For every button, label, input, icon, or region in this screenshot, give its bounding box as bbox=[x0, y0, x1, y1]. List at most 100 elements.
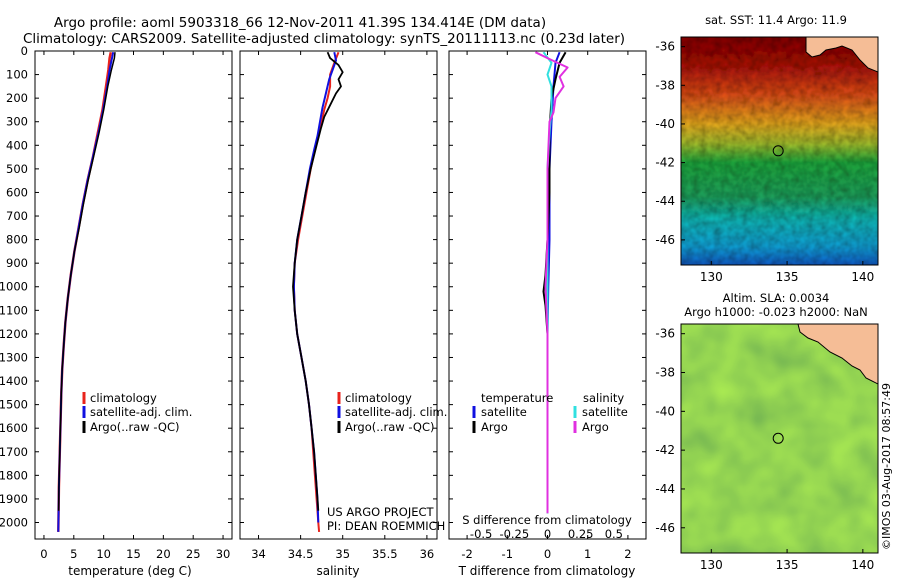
sla-map-title: Altim. SLA: 0.0034 bbox=[723, 291, 830, 305]
depth-tick-label: 300 bbox=[6, 115, 28, 129]
map-y-tick-label: -46 bbox=[655, 233, 675, 247]
sla-argo-location-marker bbox=[772, 432, 784, 444]
map-y-tick-label: -36 bbox=[655, 327, 675, 341]
map-x-tick-label: 130 bbox=[700, 558, 723, 572]
temperature-xlabel: temperature (deg C) bbox=[68, 564, 191, 578]
depth-tick-label: 700 bbox=[6, 209, 28, 223]
salinity-plot-frame bbox=[239, 50, 438, 540]
sst-land bbox=[805, 37, 878, 73]
depth-tick-label: 1500 bbox=[0, 398, 28, 412]
depth-tick-label: 1200 bbox=[0, 327, 28, 341]
legend-label-argo: Argo(..raw -QC) bbox=[345, 420, 435, 434]
s-diff-tick-label: 0 bbox=[544, 527, 551, 541]
difference-legend: temperature satellite Argo salinity sate… bbox=[472, 391, 628, 434]
depth-tick-label: 800 bbox=[6, 233, 28, 247]
map-y-tick-label: -42 bbox=[655, 156, 675, 170]
legend-label-t-satellite: satellite bbox=[481, 405, 527, 419]
legend-label-satellite: satellite-adj. clim. bbox=[345, 405, 447, 419]
salinity-xlabel: salinity bbox=[316, 564, 359, 578]
depth-tick-label: 900 bbox=[6, 256, 28, 270]
map-y-tick-label: -44 bbox=[655, 194, 675, 208]
sla-map-axes: 130 135 140 -36 -38 -40 -42 -44 -46 bbox=[655, 327, 874, 572]
map-x-tick-label: 130 bbox=[700, 270, 723, 284]
x-tick-label: 36 bbox=[420, 547, 435, 561]
temperature-legend: climatology satellite-adj. clim. Argo(..… bbox=[82, 391, 192, 434]
legend-label-s-satellite: satellite bbox=[582, 405, 628, 419]
figure-title-line1: Argo profile: aoml 5903318_66 12-Nov-201… bbox=[54, 15, 546, 31]
sst-field bbox=[681, 37, 878, 265]
depth-axis: 0 100 200 300 400 500 600 700 800 900 1000 1100 1200… bbox=[0, 44, 646, 529]
depth-tick-label: 500 bbox=[6, 162, 28, 176]
project-annotation-line1: US ARGO PROJECT bbox=[327, 505, 435, 519]
depth-tick-label: 600 bbox=[6, 185, 28, 199]
s-difference-tick-labels: -0.5 -0.25 0 0.25 0.5 bbox=[470, 527, 623, 541]
map-y-tick-label: -36 bbox=[655, 40, 675, 54]
temperature-x-axis: 0 5 10 15 20 25 30 bbox=[40, 51, 230, 561]
sla-land bbox=[797, 324, 878, 385]
x-tick-label: 2 bbox=[624, 547, 631, 561]
x-tick-label: 25 bbox=[186, 547, 201, 561]
salinity-legend: climatology satellite-adj. clim. Argo(..… bbox=[337, 391, 447, 434]
series-line-climatology bbox=[57, 51, 113, 532]
s-difference-label: S difference from climatology bbox=[462, 513, 632, 527]
x-tick-label: -2 bbox=[461, 547, 472, 561]
sst-map bbox=[681, 37, 878, 265]
series-line-satellite-adj-clim- bbox=[57, 52, 115, 532]
s-diff-tick-label: -0.25 bbox=[499, 527, 529, 541]
sla-map-subtitle: Argo h1000: -0.023 h2000: NaN bbox=[684, 305, 868, 319]
map-y-tick-label: -42 bbox=[655, 443, 675, 457]
x-tick-label: 0 bbox=[544, 547, 551, 561]
depth-tick-label: 200 bbox=[6, 91, 28, 105]
x-tick-label: 30 bbox=[216, 547, 231, 561]
map-x-tick-label: 135 bbox=[776, 558, 799, 572]
salinity-x-axis: 34 34.5 35 35.5 36 bbox=[251, 51, 434, 561]
x-tick-label: 35 bbox=[335, 547, 350, 561]
legend-label-climatology: climatology bbox=[345, 391, 412, 405]
x-tick-label: 34 bbox=[251, 547, 266, 561]
x-tick-label: 1 bbox=[584, 547, 591, 561]
map-y-tick-label: -44 bbox=[655, 482, 675, 496]
series-line-climatology bbox=[292, 51, 340, 532]
map-x-tick-label: 140 bbox=[851, 558, 874, 572]
legend-label-climatology: climatology bbox=[90, 391, 157, 405]
difference-series bbox=[534, 51, 569, 514]
legend-label-satellite: satellite-adj. clim. bbox=[90, 405, 192, 419]
depth-tick-label: 0 bbox=[21, 44, 28, 58]
sst-argo-location-marker bbox=[772, 145, 784, 157]
series-line-argo-raw-qc- bbox=[292, 51, 344, 511]
sst-map-axes: 130 135 140 -36 -38 -40 -42 -44 -46 bbox=[655, 40, 874, 284]
x-tick-label: 15 bbox=[126, 547, 141, 561]
map-y-tick-label: -38 bbox=[655, 366, 675, 380]
x-tick-label: 5 bbox=[70, 547, 77, 561]
map-y-tick-label: -40 bbox=[655, 117, 675, 131]
difference-xlabel: T difference from climatology bbox=[458, 564, 636, 578]
temperature-plot-frame bbox=[34, 50, 233, 540]
depth-tick-label: 1300 bbox=[0, 350, 28, 364]
legend-label-s-argo: Argo bbox=[582, 420, 609, 434]
temperature-series bbox=[57, 51, 116, 532]
depth-tick-label: 1700 bbox=[0, 445, 28, 459]
sla-map-frame bbox=[680, 323, 879, 554]
s-diff-tick-label: -0.5 bbox=[470, 527, 492, 541]
map-y-tick-label: -40 bbox=[655, 404, 675, 418]
legend-heading-temperature: temperature bbox=[481, 391, 553, 405]
depth-tick-label: 1600 bbox=[0, 421, 28, 435]
depth-tick-label: 400 bbox=[6, 138, 28, 152]
difference-x-axis: -2 -1 0 1 2 bbox=[461, 51, 632, 561]
s-diff-tick-label: 0.5 bbox=[605, 527, 623, 541]
depth-tick-label: 1900 bbox=[0, 492, 28, 506]
x-tick-label: 20 bbox=[156, 547, 171, 561]
project-annotation-line2: PI: DEAN ROEMMICH bbox=[327, 519, 445, 533]
depth-tick-label: 1000 bbox=[0, 280, 28, 294]
legend-heading-salinity: salinity bbox=[583, 391, 624, 405]
x-tick-label: 34.5 bbox=[288, 547, 314, 561]
legend-label-t-argo: Argo bbox=[481, 420, 508, 434]
series-line-argo-raw-qc- bbox=[57, 52, 116, 511]
depth-tick-label: 1100 bbox=[0, 303, 28, 317]
figure-title-line2: Climatology: CARS2009. Satellite-adjuste… bbox=[23, 31, 625, 47]
depth-tick-label: 2000 bbox=[0, 515, 28, 529]
depth-tick-label: 100 bbox=[6, 68, 28, 82]
legend-label-argo: Argo(..raw -QC) bbox=[90, 420, 180, 434]
depth-tick-label: 1800 bbox=[0, 468, 28, 482]
